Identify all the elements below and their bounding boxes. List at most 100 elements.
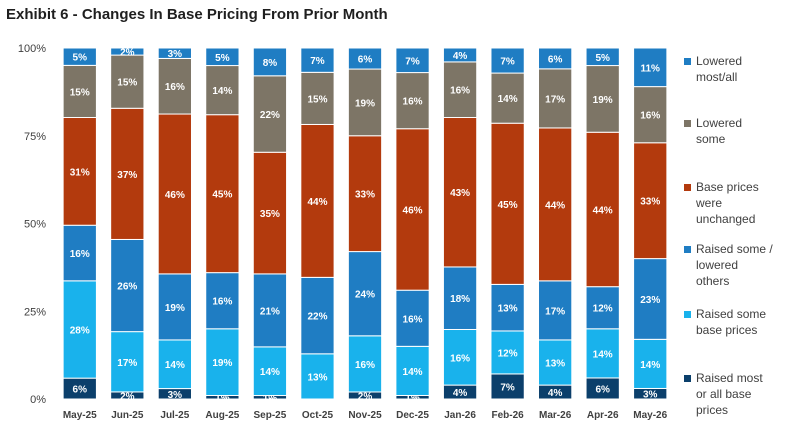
x-tick-label: Oct-25 bbox=[302, 410, 334, 421]
data-label: 4% bbox=[453, 51, 468, 62]
bar-segment bbox=[157, 47, 192, 59]
data-label: 19% bbox=[593, 95, 613, 106]
legend-item: Raised some base prices bbox=[696, 307, 766, 337]
bar-segment bbox=[300, 47, 335, 73]
bar-segment bbox=[442, 328, 478, 386]
data-label: 45% bbox=[212, 190, 232, 201]
data-label: 7% bbox=[405, 56, 420, 67]
x-tick-label: Feb-26 bbox=[491, 410, 524, 421]
legend-swatch bbox=[684, 58, 691, 65]
data-label: 14% bbox=[640, 360, 660, 371]
data-label: 17% bbox=[545, 306, 565, 317]
bar-segment bbox=[538, 127, 573, 282]
bar-segment bbox=[395, 289, 430, 347]
legend: Lowered most/all Lowered some Base prices wer… bbox=[684, 54, 773, 417]
bar-segment bbox=[538, 280, 573, 341]
bar-segment bbox=[538, 68, 573, 129]
bar-segment bbox=[395, 72, 430, 130]
data-label: 7% bbox=[500, 57, 515, 68]
bar-segment bbox=[62, 47, 97, 66]
data-label: 13% bbox=[498, 304, 518, 315]
data-label: 1% bbox=[405, 393, 420, 404]
data-label: 26% bbox=[117, 282, 137, 293]
data-label: 13% bbox=[307, 372, 327, 383]
y-tick-label: 100% bbox=[18, 43, 46, 55]
data-label: 19% bbox=[212, 358, 232, 369]
x-tick-label: May-25 bbox=[63, 410, 97, 421]
data-label: 14% bbox=[498, 94, 518, 105]
data-label: 6% bbox=[548, 54, 563, 65]
legend-swatch bbox=[684, 120, 691, 127]
bar-segment bbox=[110, 238, 145, 333]
bar-segment bbox=[538, 339, 573, 386]
data-label: 44% bbox=[545, 200, 565, 211]
bar-segment bbox=[633, 86, 668, 144]
data-label: 28% bbox=[70, 325, 90, 336]
legend-item: Base prices were unchanged bbox=[695, 180, 759, 226]
data-label: 19% bbox=[355, 98, 375, 109]
bar-segment bbox=[633, 142, 668, 260]
bar-segment bbox=[205, 114, 240, 274]
data-label: 15% bbox=[117, 78, 137, 89]
data-label: 31% bbox=[70, 167, 90, 178]
bar-segment bbox=[62, 280, 97, 379]
data-label: 15% bbox=[70, 87, 90, 98]
chart-title: Exhibit 6 - Changes In Base Pricing From… bbox=[6, 6, 388, 23]
data-label: 46% bbox=[165, 190, 185, 201]
bar-segment bbox=[347, 251, 383, 337]
data-label: 0% bbox=[310, 395, 325, 406]
bar-segment bbox=[347, 68, 383, 137]
bar-segment bbox=[252, 47, 288, 77]
data-label: 5% bbox=[595, 53, 610, 64]
data-label: 2% bbox=[120, 48, 135, 59]
data-label: 33% bbox=[640, 197, 660, 208]
data-label: 16% bbox=[355, 360, 375, 371]
data-label: 14% bbox=[403, 367, 423, 378]
bar-segment bbox=[205, 328, 240, 396]
data-label: 14% bbox=[260, 367, 280, 378]
bar-segment bbox=[157, 273, 192, 341]
data-label: 22% bbox=[260, 110, 280, 121]
data-label: 6% bbox=[358, 55, 373, 66]
bar-segment bbox=[585, 47, 620, 67]
data-label: 3% bbox=[168, 390, 183, 401]
data-label: 35% bbox=[260, 209, 280, 220]
bar-segment bbox=[157, 339, 192, 390]
data-label: 12% bbox=[593, 304, 613, 315]
data-label: 4% bbox=[453, 388, 468, 399]
bar-segment bbox=[110, 54, 145, 109]
legend-item: Raised some / lowered others bbox=[696, 242, 773, 288]
data-label: 18% bbox=[450, 294, 470, 305]
x-tick-label: Jun-25 bbox=[111, 410, 144, 421]
data-label: 6% bbox=[595, 384, 610, 395]
bar-segment bbox=[490, 330, 525, 375]
data-label: 46% bbox=[403, 205, 423, 216]
y-tick-label: 25% bbox=[24, 306, 46, 318]
data-label: 16% bbox=[403, 314, 423, 325]
data-label: 4% bbox=[548, 388, 563, 399]
x-tick-label: Aug-25 bbox=[205, 410, 239, 421]
data-label: 16% bbox=[450, 353, 470, 364]
x-tick-label: Jan-26 bbox=[444, 410, 476, 421]
data-label: 37% bbox=[117, 170, 137, 181]
bar-segment bbox=[300, 353, 335, 400]
bar-segment bbox=[442, 266, 478, 330]
bar-segment bbox=[300, 276, 335, 355]
bar-segment bbox=[205, 47, 240, 67]
data-label: 44% bbox=[593, 205, 613, 216]
data-label: 12% bbox=[498, 348, 518, 359]
legend-swatch bbox=[684, 184, 691, 191]
data-label: 13% bbox=[545, 359, 565, 370]
data-label: 44% bbox=[307, 197, 327, 208]
bar-segment bbox=[347, 47, 383, 70]
bar-segment bbox=[490, 373, 525, 400]
bar-segment bbox=[538, 47, 573, 70]
bar-segment bbox=[490, 283, 525, 332]
bar-segment bbox=[205, 272, 240, 330]
bar-segment bbox=[395, 345, 430, 396]
bar-segment bbox=[490, 47, 525, 74]
legend-swatch bbox=[684, 375, 691, 382]
x-tick-label: Nov-25 bbox=[348, 410, 382, 421]
data-label: 17% bbox=[117, 358, 137, 369]
bar-segment bbox=[252, 346, 288, 397]
